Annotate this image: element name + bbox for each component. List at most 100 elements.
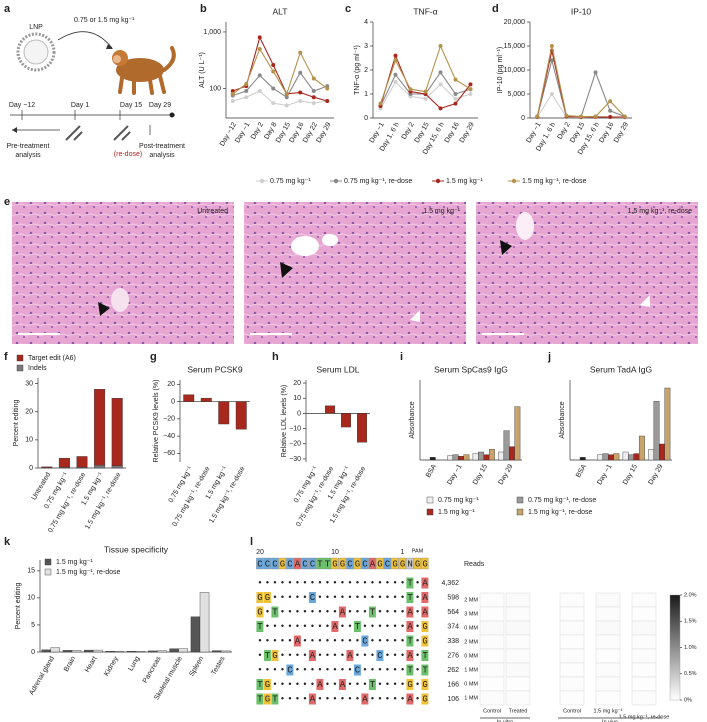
arrowhead-marker [500, 240, 512, 255]
heat-cell [595, 606, 621, 622]
column-label: 1.5 mg kg⁻¹, re-dose [619, 714, 670, 720]
position-label: 20 [256, 549, 264, 556]
point [438, 70, 443, 75]
y-tick-label: 20 [293, 380, 301, 387]
mismatch-box [406, 664, 414, 676]
mismatch-box [256, 693, 264, 705]
mismatch-box [406, 693, 414, 705]
point [271, 101, 276, 106]
arrowhead-marker [280, 262, 293, 278]
bar [50, 647, 60, 653]
bar [608, 454, 614, 461]
bar [183, 394, 195, 402]
x-tick-label: BSA [575, 463, 588, 479]
base-box [286, 557, 294, 570]
bar [111, 465, 123, 469]
read-count: 598 [447, 594, 459, 601]
point [423, 96, 428, 101]
y-tick-label: 2 [364, 67, 368, 74]
heat-cell [559, 634, 585, 650]
point [244, 81, 249, 86]
mismatch-box [256, 679, 264, 690]
base-box [383, 557, 392, 570]
group-label: In vivo [602, 719, 618, 722]
timeline-label: Day 15 [120, 102, 142, 109]
legend-label: 0.75 mg kg⁻¹ [270, 178, 311, 185]
point [549, 92, 554, 96]
point [408, 87, 413, 92]
point [311, 95, 316, 100]
x-tick-label: Lung [127, 655, 141, 672]
heat-cell [505, 606, 531, 622]
heat-cell [479, 634, 505, 650]
histology-label: 1.5 mg kg⁻¹ [423, 208, 460, 215]
bar [602, 453, 609, 461]
mismatch-box [361, 693, 369, 705]
y-tick-label: 0 [521, 115, 525, 122]
panel-label: h [272, 351, 279, 363]
read-count: 374 [447, 623, 459, 630]
timeline-label: Day 29 [149, 102, 171, 109]
point [468, 92, 473, 96]
panel-label: a [4, 3, 11, 15]
legend-label: Target edit (A6) [28, 355, 76, 362]
aligned-sequence: T•••••••••A••T••••••A•G [257, 622, 430, 632]
series-line [232, 90, 328, 107]
mismatch-box [271, 606, 279, 618]
point [438, 82, 443, 87]
heat-cell [479, 648, 505, 664]
sequence-panel: 20 10 1 PAM CCCGCACCTTGGCGCAGCGGNGG Reads ••••… [256, 548, 485, 705]
reads-header: Reads [464, 561, 485, 568]
point [393, 72, 398, 77]
vessel [322, 234, 338, 246]
point [230, 91, 235, 96]
mismatch-box [316, 679, 324, 690]
arrowhead-marker [640, 295, 650, 307]
x-tick-label: 1.5 mg kg⁻¹, re-dose [84, 471, 122, 530]
panel-label: b [200, 3, 207, 15]
bar [199, 592, 210, 653]
bar [94, 389, 106, 466]
y-tick-label: 0 [171, 398, 175, 405]
pre-label: Pre-treatment [7, 143, 50, 150]
y-tick-label: 20,000 [504, 19, 526, 26]
row-label: 0 MM [464, 681, 478, 687]
mismatch-box [376, 650, 384, 661]
chart-title: Serum SpCas9 IgG [434, 364, 508, 374]
lnp-label: LNP [29, 24, 43, 31]
mismatch-box [271, 693, 279, 705]
point [325, 98, 330, 103]
base-box [301, 557, 309, 570]
redose-label: (re-dose) [114, 151, 142, 158]
heat-cell [631, 690, 657, 706]
mismatch-box [421, 693, 429, 705]
point [298, 50, 303, 55]
point [284, 91, 289, 96]
heat-cell [479, 676, 505, 692]
y-tick-label: −30 [289, 456, 301, 463]
y-axis-title: IP-10 (pg ml⁻¹) [497, 47, 504, 93]
mismatch-box [406, 592, 414, 603]
y-axis-title: Relative LDL levels (%) [281, 385, 288, 458]
legend-swatch [16, 364, 24, 372]
heat-cell [559, 592, 585, 608]
series-line [536, 92, 625, 119]
base-box [316, 557, 324, 570]
read-count: 4,362 [441, 580, 459, 587]
mismatch-box [421, 592, 429, 603]
bar [111, 398, 123, 466]
bar [429, 457, 436, 461]
heat-cell [505, 620, 531, 636]
legend-label: 0.75 mg kg⁻¹, re-dose [528, 497, 596, 504]
read-count: 262 [447, 667, 459, 674]
heat-cell [479, 690, 505, 706]
base-box [271, 557, 279, 570]
bar [84, 649, 94, 653]
panel-label: e [4, 196, 10, 208]
mismatch-box [263, 693, 271, 705]
bar [659, 443, 665, 461]
pre-label: analysis [15, 152, 41, 159]
legend-swatch [16, 354, 24, 362]
heat-cell [559, 648, 585, 664]
heat-cell [559, 606, 585, 622]
